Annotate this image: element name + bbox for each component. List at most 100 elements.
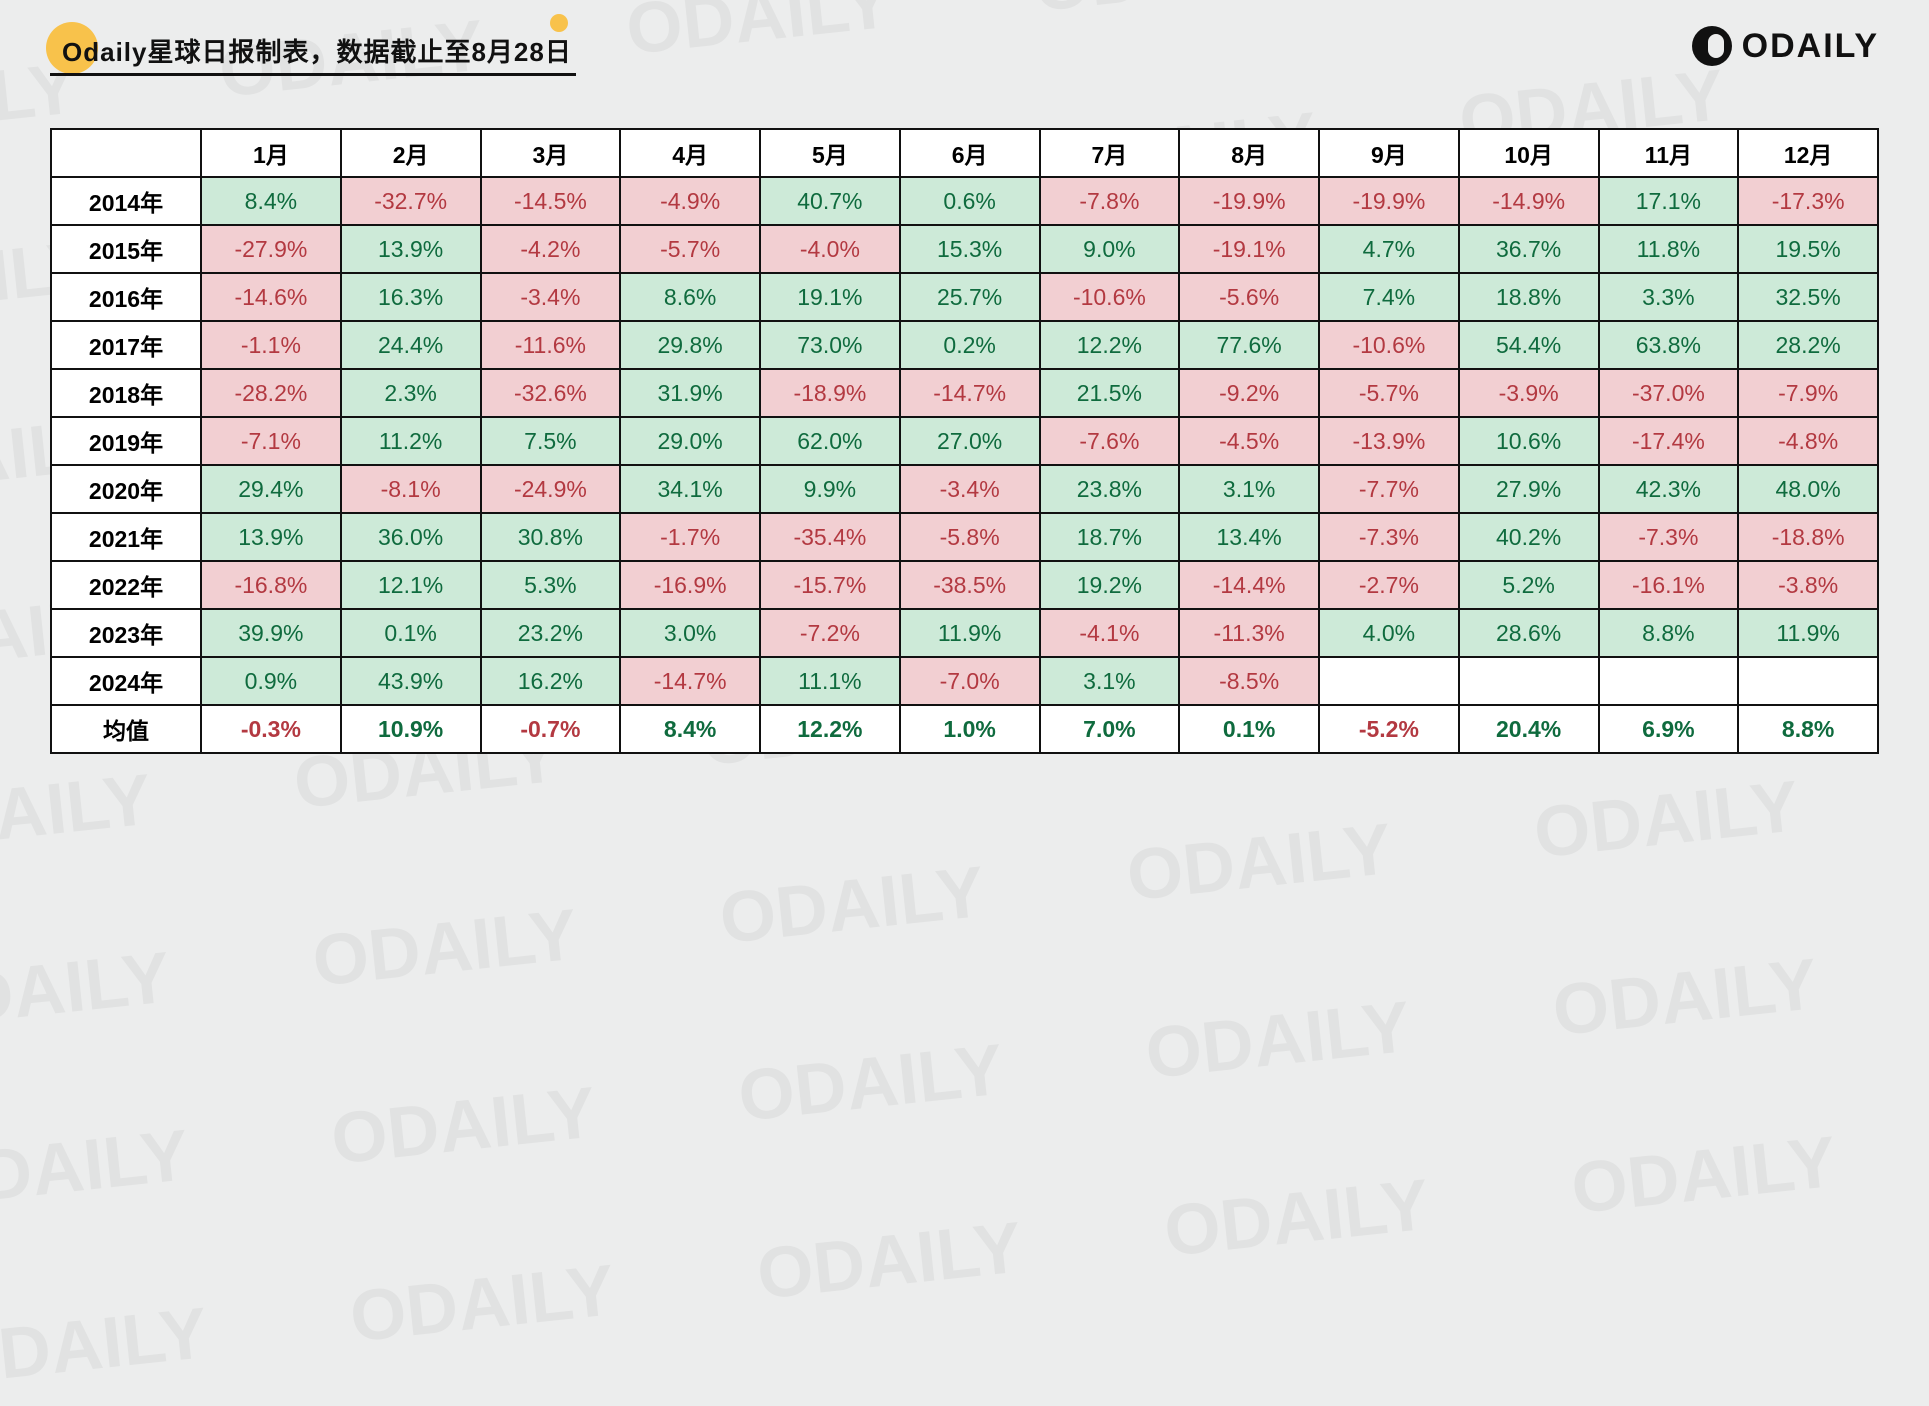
table-cell: -17.4% (1599, 417, 1739, 465)
table-cell: 11.9% (900, 609, 1040, 657)
table-col-header: 8月 (1179, 129, 1319, 177)
table-avg-cell: -0.7% (481, 705, 621, 753)
table-cell: 23.2% (481, 609, 621, 657)
table-cell: 8.4% (201, 177, 341, 225)
table-cell: 3.3% (1599, 273, 1739, 321)
table-cell: 0.2% (900, 321, 1040, 369)
table-cell (1319, 657, 1459, 705)
table-avg-cell: 1.0% (900, 705, 1040, 753)
table-cell: 2.3% (341, 369, 481, 417)
table-cell: -4.5% (1179, 417, 1319, 465)
table-cell: 29.0% (620, 417, 760, 465)
table-cell: 32.5% (1738, 273, 1878, 321)
table-cell: -14.4% (1179, 561, 1319, 609)
table-row: 2021年13.9%36.0%30.8%-1.7%-35.4%-5.8%18.7… (51, 513, 1878, 561)
table-cell: 28.6% (1459, 609, 1599, 657)
table-avg-cell: 6.9% (1599, 705, 1739, 753)
table-cell: 23.8% (1040, 465, 1180, 513)
table-cell: 0.6% (900, 177, 1040, 225)
table-cell: 16.2% (481, 657, 621, 705)
table-cell: 73.0% (760, 321, 900, 369)
table-col-header: 12月 (1738, 129, 1878, 177)
table-cell: 19.5% (1738, 225, 1878, 273)
table-cell: 11.1% (760, 657, 900, 705)
table-cell: 3.0% (620, 609, 760, 657)
table-cell (1738, 657, 1878, 705)
table-cell: -7.1% (201, 417, 341, 465)
table-cell: 21.5% (1040, 369, 1180, 417)
table-cell: 9.9% (760, 465, 900, 513)
data-table-wrap: 1月2月3月4月5月6月7月8月9月10月11月12月 2014年8.4%-32… (50, 128, 1879, 754)
table-cell: -32.7% (341, 177, 481, 225)
table-cell: -3.8% (1738, 561, 1878, 609)
table-cell: -7.2% (760, 609, 900, 657)
table-cell: -37.0% (1599, 369, 1739, 417)
table-cell: 40.2% (1459, 513, 1599, 561)
table-cell: 77.6% (1179, 321, 1319, 369)
table-cell: -18.9% (760, 369, 900, 417)
table-cell: 16.3% (341, 273, 481, 321)
table-cell: -14.7% (620, 657, 760, 705)
table-col-header: 5月 (760, 129, 900, 177)
table-cell: 39.9% (201, 609, 341, 657)
table-col-header: 10月 (1459, 129, 1599, 177)
table-cell: 15.3% (900, 225, 1040, 273)
table-cell: -7.7% (1319, 465, 1459, 513)
table-cell: 7.4% (1319, 273, 1459, 321)
table-cell: 43.9% (341, 657, 481, 705)
table-cell: -19.9% (1319, 177, 1459, 225)
table-avg-cell: -5.2% (1319, 705, 1459, 753)
table-cell: -5.6% (1179, 273, 1319, 321)
logo-text: ODAILY (1742, 27, 1879, 66)
table-cell: 54.4% (1459, 321, 1599, 369)
table-cell: 12.1% (341, 561, 481, 609)
table-cell: -4.8% (1738, 417, 1878, 465)
table-cell: -19.1% (1179, 225, 1319, 273)
table-cell: -19.9% (1179, 177, 1319, 225)
table-cell: -8.1% (341, 465, 481, 513)
table-col-header: 1月 (201, 129, 341, 177)
table-cell: 17.1% (1599, 177, 1739, 225)
table-avg-cell: 12.2% (760, 705, 900, 753)
table-col-header: 9月 (1319, 129, 1459, 177)
table-cell: -4.2% (481, 225, 621, 273)
table-cell: 7.5% (481, 417, 621, 465)
page-title: Odaily星球日报制表，数据截止至8月28日 (50, 26, 576, 76)
table-row-label: 2015年 (51, 225, 201, 273)
table-cell: 8.8% (1599, 609, 1739, 657)
table-cell: 29.8% (620, 321, 760, 369)
table-cell: -11.3% (1179, 609, 1319, 657)
table-row: 2023年39.9%0.1%23.2%3.0%-7.2%11.9%-4.1%-1… (51, 609, 1878, 657)
table-avg-cell: 10.9% (341, 705, 481, 753)
table-cell: 31.9% (620, 369, 760, 417)
table-cell: -10.6% (1040, 273, 1180, 321)
table-cell: 18.7% (1040, 513, 1180, 561)
table-col-header: 2月 (341, 129, 481, 177)
table-cell: -3.4% (481, 273, 621, 321)
table-cell: 48.0% (1738, 465, 1878, 513)
table-cell: 11.2% (341, 417, 481, 465)
table-row-label: 2020年 (51, 465, 201, 513)
table-avg-cell: 0.1% (1179, 705, 1319, 753)
table-row-label: 2014年 (51, 177, 201, 225)
table-col-header: 11月 (1599, 129, 1739, 177)
table-cell: 19.1% (760, 273, 900, 321)
table-cell: 5.2% (1459, 561, 1599, 609)
table-cell: -1.1% (201, 321, 341, 369)
table-cell: 3.1% (1040, 657, 1180, 705)
table-cell: 5.3% (481, 561, 621, 609)
table-cell (1459, 657, 1599, 705)
table-row-label: 2024年 (51, 657, 201, 705)
table-avg-cell: 8.8% (1738, 705, 1878, 753)
table-avg-row: 均值-0.3%10.9%-0.7%8.4%12.2%1.0%7.0%0.1%-5… (51, 705, 1878, 753)
table-cell: 25.7% (900, 273, 1040, 321)
table-cell: -14.5% (481, 177, 621, 225)
table-cell: 0.9% (201, 657, 341, 705)
table-cell: -18.8% (1738, 513, 1878, 561)
table-cell: -8.5% (1179, 657, 1319, 705)
table-cell: -7.3% (1599, 513, 1739, 561)
table-col-header: 3月 (481, 129, 621, 177)
table-cell: 13.9% (201, 513, 341, 561)
table-cell: 28.2% (1738, 321, 1878, 369)
table-cell: 9.0% (1040, 225, 1180, 273)
